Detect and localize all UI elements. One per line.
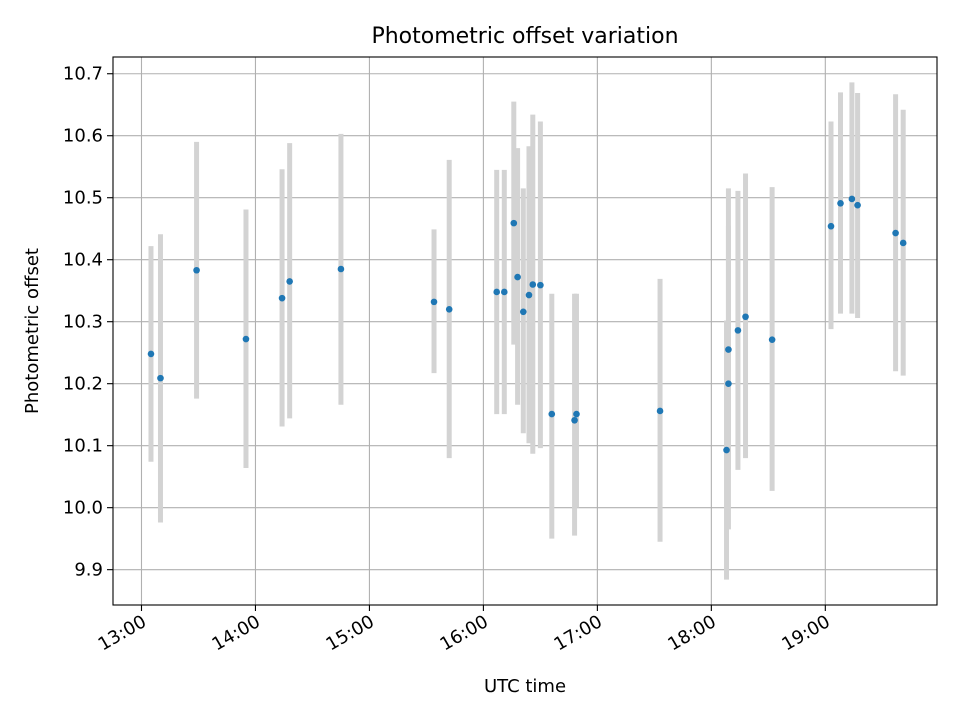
data-point: [734, 327, 742, 334]
x-tick-label: 15:00: [323, 611, 378, 655]
data-point: [571, 416, 578, 424]
y-tick-label: 10.5: [63, 188, 103, 209]
y-tick-label: 10.7: [63, 64, 103, 85]
data-point: [193, 266, 200, 274]
data-point: [510, 219, 518, 227]
data-point: [827, 222, 835, 230]
data-point: [656, 407, 664, 415]
data-point: [768, 336, 776, 343]
data-point: [742, 313, 749, 321]
chart-title: Photometric offset variation: [371, 24, 678, 49]
data-point: [529, 281, 537, 288]
data-point: [725, 380, 732, 387]
data-point: [147, 350, 155, 358]
y-axis-label: Photometric offset: [22, 248, 43, 414]
data-point: [514, 273, 521, 281]
y-tick-label: 10.6: [63, 126, 103, 147]
data-point: [537, 281, 544, 289]
x-tick-label: 16:00: [436, 611, 491, 655]
data-point: [445, 306, 453, 313]
data-point: [519, 308, 527, 316]
x-tick-label: 19:00: [778, 611, 833, 655]
y-tick-label: 10.2: [63, 374, 103, 395]
data-point: [854, 201, 861, 209]
data-point: [899, 239, 907, 247]
data-point: [525, 291, 533, 299]
data-point: [278, 294, 286, 302]
x-tick-label: 13:00: [95, 611, 150, 655]
data-point-layer: [147, 195, 907, 454]
error-bar-layer: [148, 82, 906, 580]
data-point: [573, 410, 580, 418]
data-point: [837, 199, 844, 207]
x-tick-label: 14:00: [209, 611, 264, 655]
data-point: [286, 278, 293, 285]
x-axis-label: UTC time: [484, 676, 566, 697]
x-tick-label: 17:00: [550, 611, 605, 655]
y-tick-label: 10.1: [63, 436, 103, 457]
data-point: [548, 410, 556, 418]
data-point: [157, 374, 164, 382]
data-point: [242, 335, 250, 343]
data-point: [337, 265, 345, 273]
y-tick-label: 10.3: [63, 312, 103, 333]
x-tick-label: 18:00: [664, 611, 719, 655]
data-point: [493, 288, 500, 296]
y-tick-label: 10.4: [63, 250, 103, 271]
data-point: [892, 229, 899, 237]
plot-frame: [112, 56, 938, 606]
y-tick-label: 9.9: [74, 560, 103, 581]
data-point: [723, 446, 730, 454]
data-point: [725, 346, 732, 353]
y-tick-label: 10.0: [63, 498, 103, 519]
data-point: [430, 298, 438, 306]
data-point: [848, 195, 856, 203]
data-point: [500, 288, 508, 296]
